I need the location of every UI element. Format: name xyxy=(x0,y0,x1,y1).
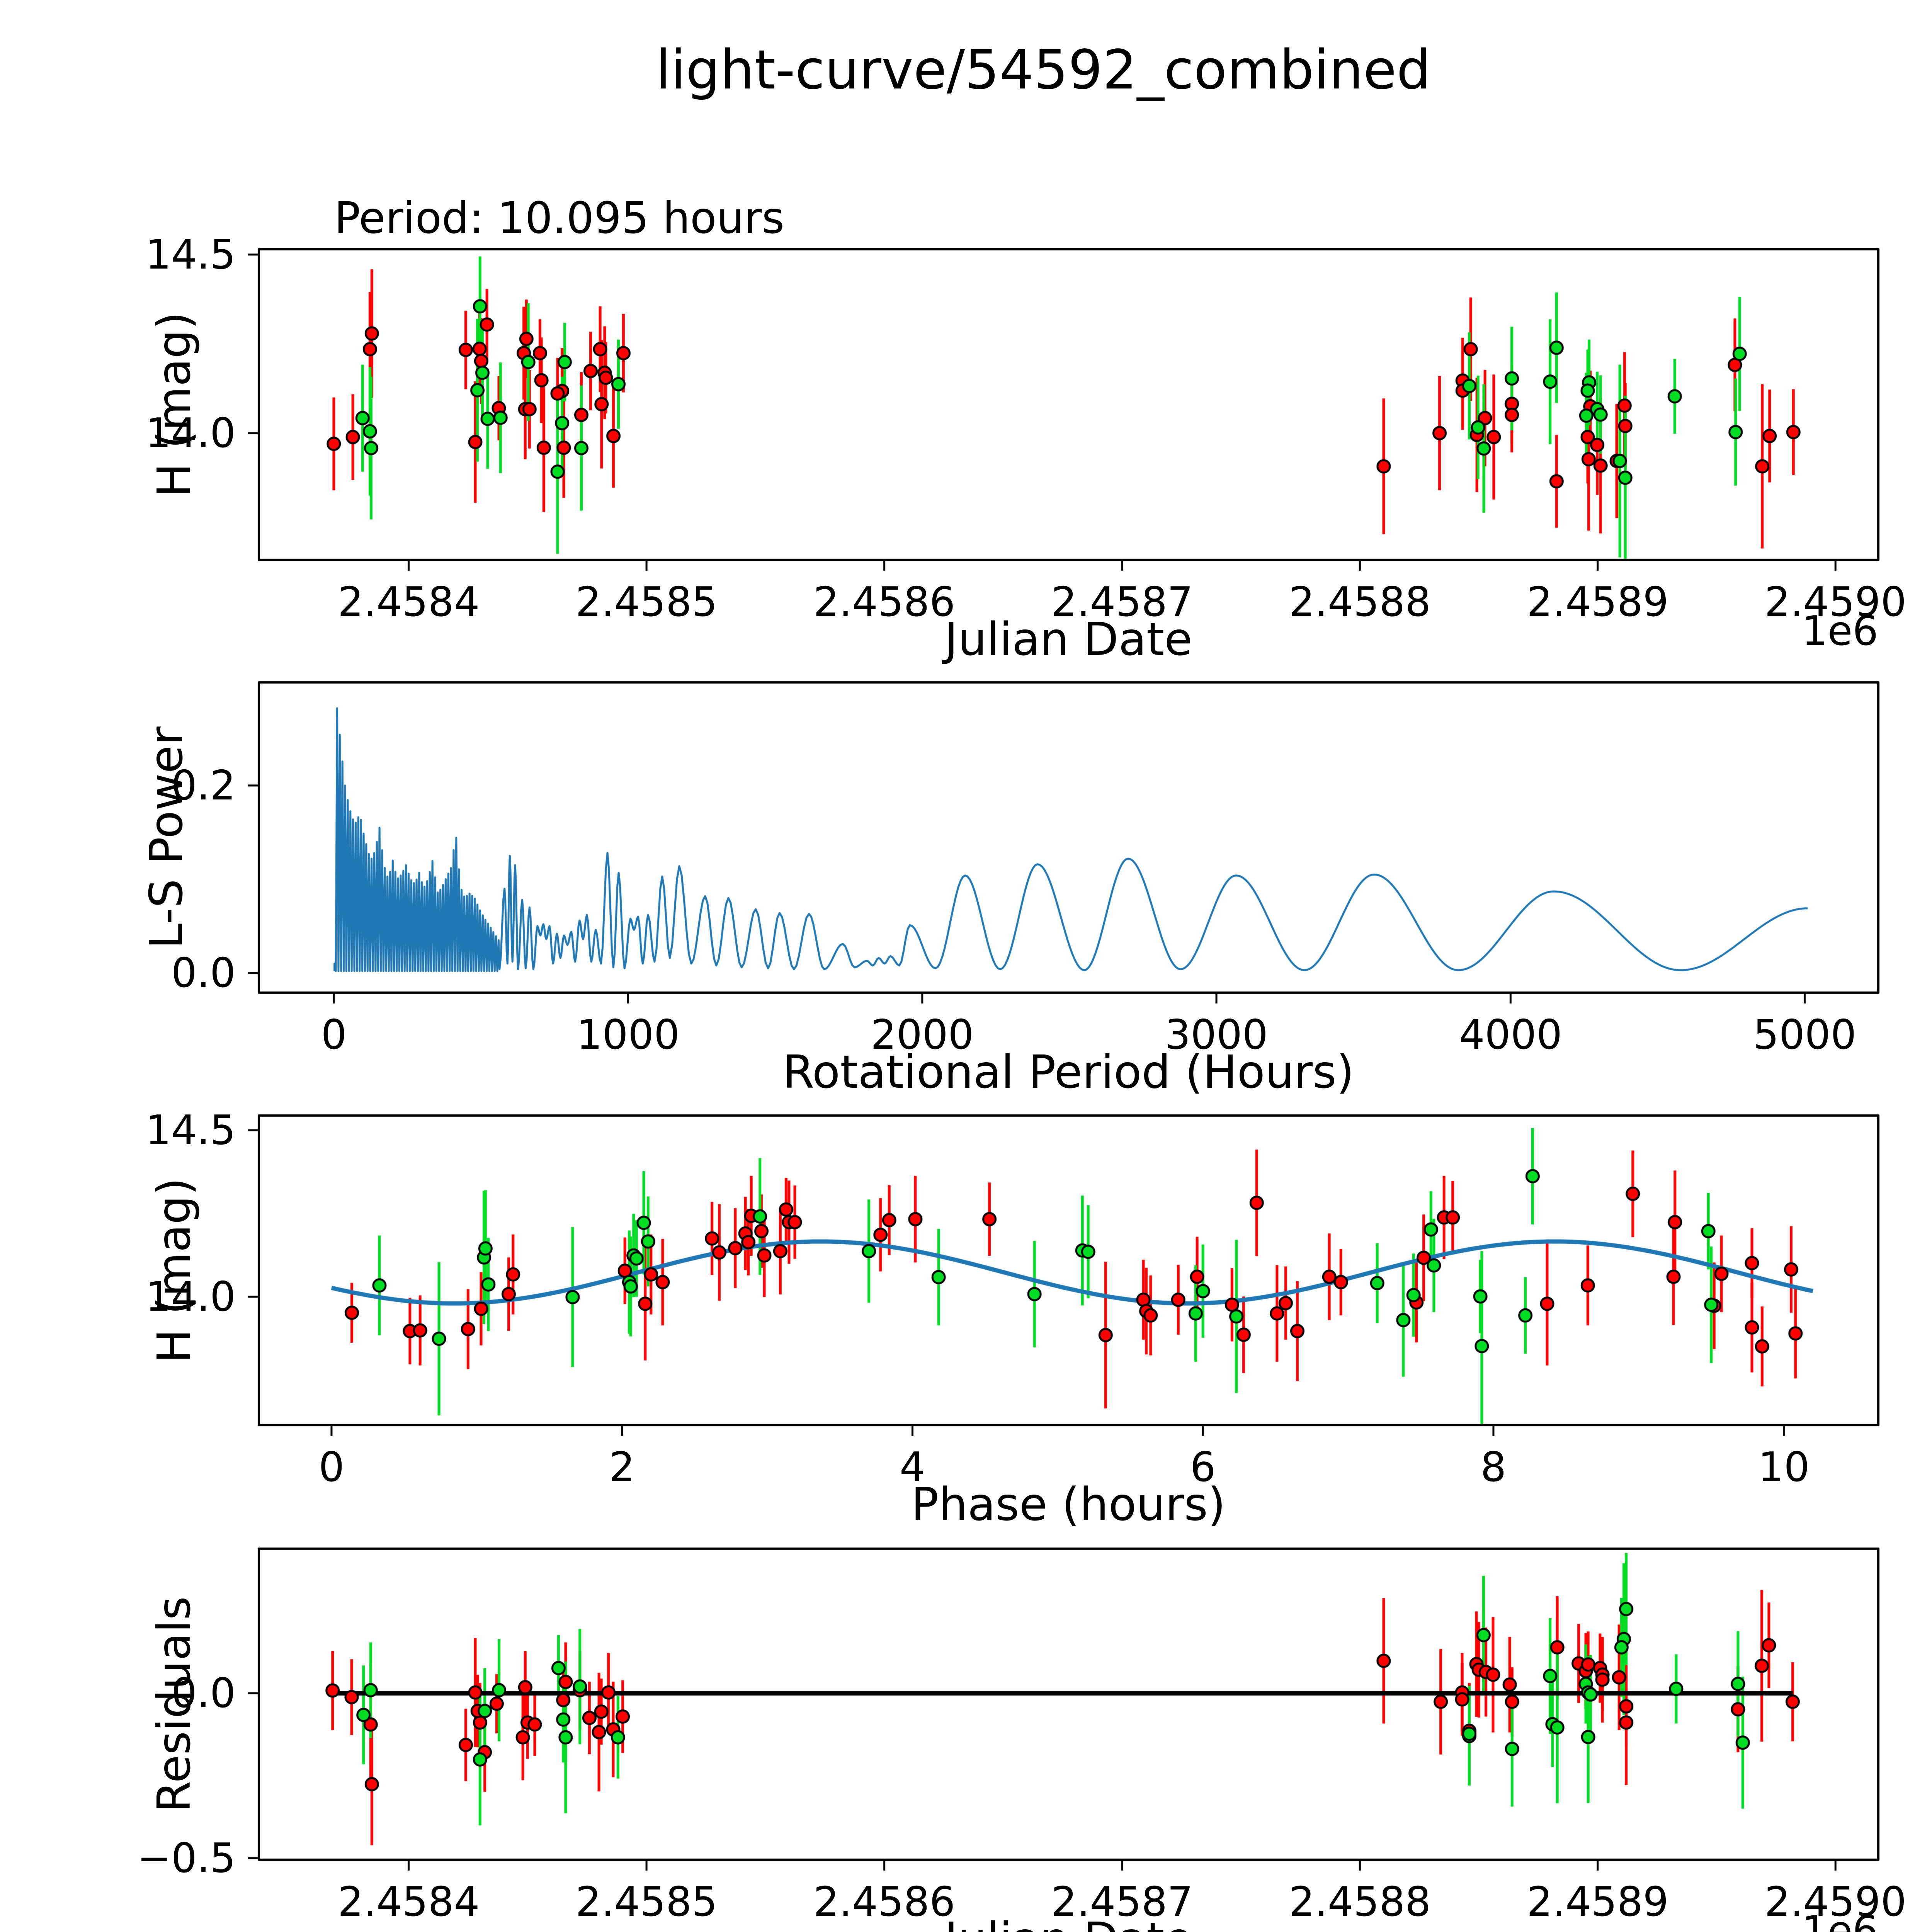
y-tick-label: 14.5 xyxy=(145,1106,236,1154)
x-tick-label: 2 xyxy=(609,1444,635,1491)
xlabel-rotational-period: Rotational Period (Hours) xyxy=(782,1045,1354,1099)
x-tick-label: 2.4588 xyxy=(1289,578,1431,626)
x-tick-label: 2.4589 xyxy=(1527,578,1669,626)
x-tick-label: 4 xyxy=(900,1444,925,1491)
y-tick-label: −0.5 xyxy=(137,1834,236,1882)
y-tick-label: 0.0 xyxy=(171,1669,236,1717)
xlabel-julian-date-bottom: Julian Date xyxy=(944,1912,1192,1932)
period-annotation: Period: 10.095 hours xyxy=(334,193,784,243)
x-tick-label: 5000 xyxy=(1753,1011,1857,1058)
x-tick-label: 2.4584 xyxy=(338,578,480,626)
x-tick-label: 10 xyxy=(1758,1444,1810,1491)
x-tick-label: 2.4589 xyxy=(1527,1878,1669,1925)
x-tick-label: 2.4587 xyxy=(1051,578,1193,626)
axis-offset-1e6-bottom: 1e6 xyxy=(1801,1907,1878,1932)
x-tick-label: 0 xyxy=(318,1444,345,1491)
y-tick-label: 0.0 xyxy=(171,949,236,997)
x-tick-label: 6 xyxy=(1190,1444,1216,1491)
x-tick-label: 2.4590 xyxy=(1764,578,1906,626)
y-tick-label: 14.0 xyxy=(145,409,236,457)
x-tick-label: 2.4585 xyxy=(575,1878,718,1925)
x-tick-label: 2.4586 xyxy=(813,578,956,626)
ylabel-ls-power: L-S Power xyxy=(139,726,193,949)
y-tick-label: 0.2 xyxy=(171,762,236,809)
x-tick-label: 1000 xyxy=(576,1011,680,1058)
x-tick-label: 2.4586 xyxy=(813,1878,956,1925)
x-tick-label: 4000 xyxy=(1459,1011,1562,1058)
x-tick-label: 2.4590 xyxy=(1764,1878,1906,1925)
x-tick-label: 2.4587 xyxy=(1051,1878,1193,1925)
x-tick-label: 2.4585 xyxy=(575,578,718,626)
axis-offset-1e6-top: 1e6 xyxy=(1801,607,1878,655)
x-tick-label: 3000 xyxy=(1165,1011,1268,1058)
ylabel-h-mag-top: H (mag) xyxy=(147,311,201,498)
x-tick-label: 2.4584 xyxy=(338,1878,480,1925)
x-tick-label: 2000 xyxy=(871,1011,974,1058)
xlabel-julian-date-top: Julian Date xyxy=(944,612,1192,666)
ylabel-h-mag-phase: H (mag) xyxy=(147,1177,201,1364)
x-tick-label: 8 xyxy=(1480,1444,1507,1491)
figure-title: light-curve/54592_combined xyxy=(655,39,1431,102)
xlabel-phase-hours: Phase (hours) xyxy=(911,1478,1226,1531)
x-tick-label: 0 xyxy=(321,1011,347,1058)
y-tick-label: 14.0 xyxy=(145,1273,236,1321)
x-tick-label: 2.4588 xyxy=(1289,1878,1431,1925)
y-tick-label: 14.5 xyxy=(145,231,236,278)
